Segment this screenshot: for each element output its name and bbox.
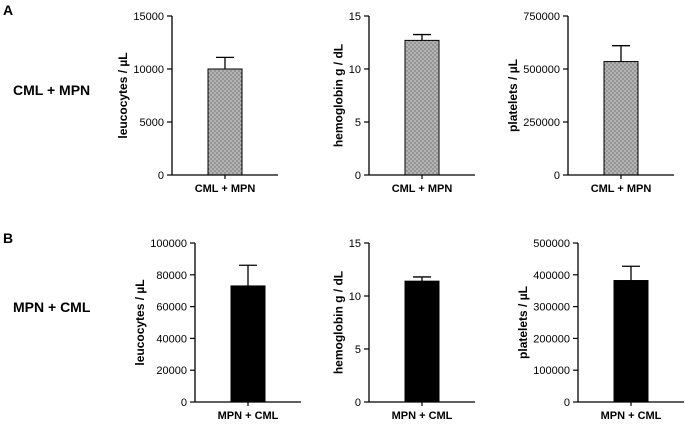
row-label-a: CML + MPN — [13, 82, 90, 98]
chart-6-y-tick-label: 0 — [564, 397, 570, 409]
chart-6-y-tick-label: 300000 — [533, 302, 570, 314]
chart-6-bar — [613, 280, 649, 403]
chart-5-y-tick-label: 5 — [355, 344, 361, 356]
chart-4-bar — [230, 285, 266, 403]
chart-3-bar — [603, 61, 639, 176]
row-label-b: MPN + CML — [13, 299, 91, 315]
chart-4-y-tick-label: 60000 — [156, 302, 187, 314]
chart-6-y-tick-label: 500000 — [533, 238, 570, 250]
chart-2-bar — [404, 39, 440, 176]
chart-5-y-tick-label: 10 — [349, 291, 361, 303]
chart-5-y-tick-label: 0 — [355, 397, 361, 409]
chart-4-x-tick-label: MPN + CML — [218, 410, 279, 422]
chart-4-y-tick-label: 20000 — [156, 365, 187, 377]
chart-6-y-tick-label: 400000 — [533, 270, 570, 282]
panel-letter-b: B — [3, 230, 13, 246]
chart-5-y-tick-label: 15 — [349, 238, 361, 250]
chart-5-x-tick-label: MPN + CML — [392, 410, 453, 422]
chart-1-bar — [207, 68, 243, 176]
chart-5-bar — [404, 280, 440, 403]
chart-2-y-tick-label: 0 — [355, 170, 361, 182]
chart-1-y-tick-label: 0 — [158, 170, 164, 182]
chart-4-y-tick-label: 100000 — [150, 238, 187, 250]
chart-2-y-axis-label: hemoglobin g / dL — [332, 44, 346, 147]
chart-1-y-tick-label: 5000 — [140, 117, 164, 129]
chart-6-y-tick-label: 200000 — [533, 333, 570, 345]
chart-3-y-tick-label: 750000 — [523, 11, 560, 23]
chart-3-x-tick-label: CML + MPN — [591, 183, 652, 195]
chart-3-y-tick-label: 250000 — [523, 117, 560, 129]
chart-6-y-tick-label: 100000 — [533, 365, 570, 377]
chart-3-y-axis-label: platelets / µL — [506, 59, 520, 132]
chart-4-y-tick-label: 40000 — [156, 333, 187, 345]
chart-2-y-tick-label: 15 — [349, 11, 361, 23]
chart-1-y-tick-label: 15000 — [133, 11, 164, 23]
chart-4-y-tick-label: 80000 — [156, 270, 187, 282]
chart-4-y-axis-label: leucocytes / µL — [133, 279, 147, 365]
chart-2-y-tick-label: 10 — [349, 64, 361, 76]
chart-1-y-axis-label: leucocytes / µL — [116, 52, 130, 138]
chart-4-y-tick-label: 0 — [181, 397, 187, 409]
chart-3-y-tick-label: 500000 — [523, 64, 560, 76]
chart-1-x-tick-label: CML + MPN — [195, 183, 256, 195]
chart-6-x-tick-label: MPN + CML — [601, 410, 662, 422]
chart-6-y-axis-label: platelets / µL — [516, 286, 530, 359]
chart-1-y-tick-label: 10000 — [133, 64, 164, 76]
panel-letter-a: A — [3, 2, 13, 18]
chart-2-x-tick-label: CML + MPN — [392, 183, 453, 195]
chart-3-y-tick-label: 0 — [554, 170, 560, 182]
chart-5-y-axis-label: hemoglobin g / dL — [332, 271, 346, 374]
chart-2-y-tick-label: 5 — [355, 117, 361, 129]
